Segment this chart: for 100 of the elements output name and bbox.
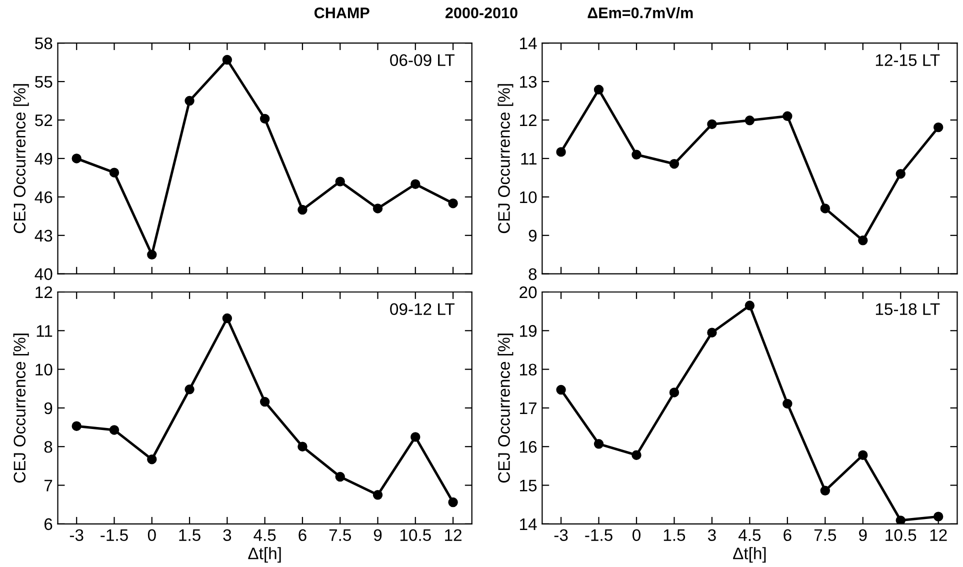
point — [820, 204, 830, 214]
x-tick-label: -1.5 — [585, 529, 612, 542]
y-tick-label: 49 — [34, 152, 52, 165]
point — [782, 398, 792, 409]
point — [72, 154, 82, 164]
text: 12-15 LT — [876, 54, 940, 66]
y-tick-label: 17 — [520, 402, 536, 414]
point — [896, 516, 906, 524]
point — [222, 54, 232, 65]
y-tick-label: 14 — [520, 38, 537, 50]
x-tick-label: 9 — [374, 529, 382, 542]
y-tick-label: 55 — [35, 76, 52, 88]
x-tick-label: 12 — [445, 529, 462, 541]
x-tick-label: 6 — [298, 529, 306, 542]
y-tick-label: 12 — [520, 114, 536, 126]
point — [669, 159, 680, 169]
x-tick-label: 3 — [708, 529, 716, 542]
y-tick-label: 20 — [520, 286, 537, 298]
x-tick-label: 9 — [859, 529, 867, 542]
y-tick-label: 13 — [520, 76, 537, 88]
point — [707, 119, 717, 130]
text: ΔEm=0.7mV/m — [588, 7, 693, 18]
y-tick-label: 58 — [35, 37, 52, 50]
text: 06-09 LT — [390, 54, 455, 66]
x-tick-label: 6 — [784, 529, 792, 542]
text: 15-18 LT — [876, 303, 940, 316]
y-axis-title: CEJ Occurrence [%] — [498, 84, 514, 234]
y-tick-label: 16 — [520, 441, 537, 453]
x-tick-label: 1.5 — [179, 529, 200, 542]
x-tick-label: -3 — [70, 529, 84, 542]
point — [858, 450, 868, 460]
point — [744, 300, 755, 310]
point — [184, 96, 194, 106]
point — [707, 328, 717, 338]
y-tick-label: 46 — [34, 191, 52, 204]
point — [298, 442, 308, 452]
point — [669, 388, 680, 398]
y-tick-label: 40 — [34, 268, 52, 280]
point — [820, 486, 830, 496]
y-axis-title: CEJ Occurrence [%] — [498, 334, 514, 483]
point — [147, 250, 157, 260]
y-tick-label: 11 — [521, 153, 536, 165]
y-tick-label: 15 — [520, 480, 537, 492]
point — [372, 490, 383, 500]
y-tick-label: 9 — [528, 230, 537, 242]
point — [335, 472, 345, 482]
point — [147, 454, 157, 464]
point — [594, 439, 604, 449]
point — [260, 114, 270, 124]
x-axis-title: Δt[h] — [733, 547, 766, 563]
x-tick-label: -1.5 — [100, 529, 128, 542]
y-tick-label: 43 — [34, 230, 52, 242]
point — [222, 313, 232, 324]
y-axis-title: CEJ Occurrence [%] — [13, 334, 29, 483]
x-tick-label: 10.5 — [400, 529, 431, 542]
point — [260, 396, 270, 407]
y-tick-label: 18 — [520, 364, 537, 376]
x-tick-label: 4.5 — [254, 529, 276, 542]
point — [448, 198, 458, 208]
point — [632, 450, 642, 460]
point — [410, 432, 420, 442]
y-tick-label: 10 — [36, 364, 52, 376]
y-tick-label: 8 — [44, 441, 52, 453]
x-tick-label: 10.5 — [886, 529, 916, 542]
point — [109, 168, 120, 178]
x-tick-label: 4.5 — [738, 529, 761, 542]
text: CHAMP — [314, 7, 370, 18]
x-tick-label: 0 — [148, 529, 156, 542]
point — [782, 111, 792, 122]
x-tick-label: -3 — [554, 529, 568, 542]
y-tick-label: 9 — [44, 402, 52, 414]
point — [556, 147, 566, 157]
point — [933, 122, 944, 132]
x-tick-label: 1.5 — [664, 529, 686, 542]
point — [72, 421, 82, 431]
point — [184, 384, 194, 394]
y-tick-label: 19 — [520, 325, 537, 337]
y-tick-label: 10 — [520, 191, 537, 204]
point — [372, 204, 383, 214]
point — [632, 150, 642, 160]
point — [109, 425, 120, 435]
x-tick-label: 7.5 — [814, 529, 836, 542]
point — [410, 179, 420, 189]
point — [858, 236, 868, 246]
x-tick-label: 12 — [930, 529, 947, 541]
x-tick-label: 3 — [223, 529, 232, 542]
point — [335, 176, 345, 186]
point — [298, 204, 308, 215]
point — [933, 512, 944, 522]
x-tick-label: 0 — [632, 529, 640, 542]
y-tick-label: 6 — [44, 518, 52, 530]
y-axis-title: CEJ Occurrence [%] — [13, 84, 29, 234]
y-tick-label: 52 — [35, 114, 52, 126]
point — [896, 169, 906, 179]
x-axis-title: Δt[h] — [248, 547, 281, 563]
point — [448, 497, 458, 508]
point — [744, 116, 755, 126]
text: 2000-2010 — [446, 7, 518, 18]
y-tick-label: 8 — [528, 268, 537, 280]
y-tick-label: 14 — [520, 518, 537, 530]
